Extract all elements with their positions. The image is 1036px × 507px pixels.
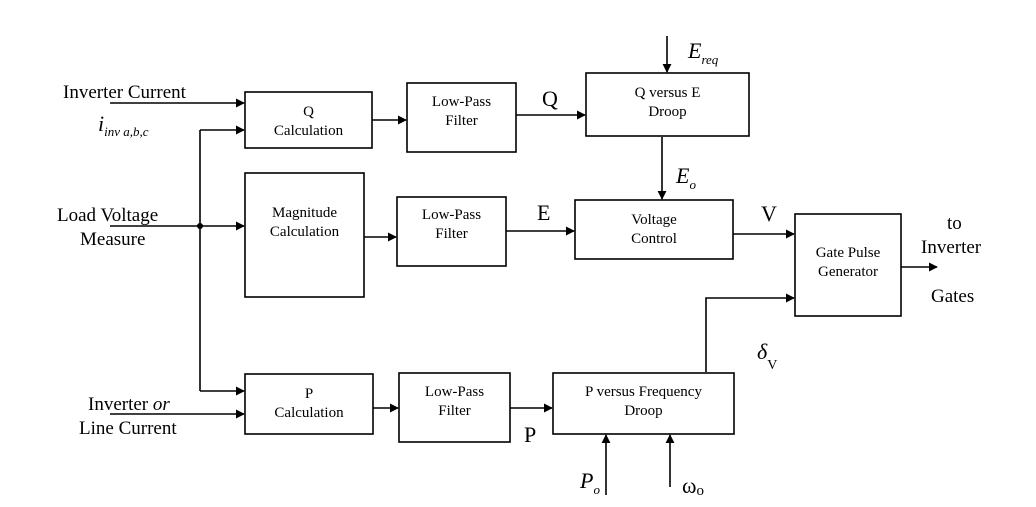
e-o-subscript: o <box>689 177 696 192</box>
inverter-or-line-label-line2: Line Current <box>79 418 177 439</box>
i-inv-label: iinv a,b,c <box>98 111 149 139</box>
e-o-label: Eo <box>675 163 696 192</box>
block-label: Voltage <box>631 212 677 228</box>
block-label: Magnitude <box>272 205 337 221</box>
q-calculation-block: Q Calculation <box>244 91 373 149</box>
delta-subscript: V <box>767 358 777 373</box>
e-req-label: Ereq <box>687 38 719 67</box>
block-label: Q versus E <box>635 85 701 101</box>
block-label: P <box>305 386 313 402</box>
p-o-main: P <box>579 468 593 493</box>
p-o-subscript: o <box>593 482 600 497</box>
inverter-or-line-label-line1: Inverter or <box>88 394 170 415</box>
block-label: Generator <box>818 264 878 280</box>
e-req-main: E <box>687 38 702 63</box>
block-label: Filter <box>445 113 478 129</box>
e-signal-label: E <box>537 200 550 225</box>
q-signal-label: Q <box>542 86 558 111</box>
i-inv-main: i <box>98 111 104 136</box>
block-label: Low-Pass <box>432 94 491 110</box>
signal-wires <box>110 36 938 495</box>
low-pass-filter-p-block: Low-Pass Filter <box>398 372 511 443</box>
v-signal-label: V <box>761 201 777 226</box>
block-label: Droop <box>624 403 662 419</box>
p-o-label: Po <box>579 468 600 497</box>
e-req-subscript: req <box>701 52 718 67</box>
delta-main: δ <box>757 339 768 364</box>
block-label: Droop <box>648 104 686 120</box>
inverter-word: Inverter <box>88 394 153 415</box>
inverter-current-label: Inverter Current <box>63 82 187 103</box>
block-label: Filter <box>435 226 468 242</box>
omega-main: ω <box>682 473 696 498</box>
block-label: Q <box>303 104 314 120</box>
p-signal-label: P <box>524 422 536 447</box>
output-label-to: to <box>947 213 962 234</box>
e-o-main: E <box>675 163 690 188</box>
output-label-inverter: Inverter <box>921 237 982 258</box>
delta-v-label: δV <box>757 339 777 373</box>
block-label: Filter <box>438 403 471 419</box>
block-label: P versus Frequency <box>585 384 702 400</box>
omega-o-label: ωo <box>682 473 704 499</box>
p-calculation-block: P Calculation <box>244 373 374 435</box>
q-versus-e-droop-block: Q versus E Droop <box>585 72 750 137</box>
block-label: Gate Pulse <box>816 245 881 261</box>
or-word: or <box>153 394 171 415</box>
load-voltage-label-line2: Measure <box>80 229 145 250</box>
block-label: Low-Pass <box>422 207 481 223</box>
low-pass-filter-e-block: Low-Pass Filter <box>396 196 507 267</box>
i-inv-subscript: inv a,b,c <box>104 124 149 139</box>
block-label: Calculation <box>274 405 344 421</box>
block-label: Calculation <box>270 224 340 240</box>
output-label-gates: Gates <box>931 286 974 307</box>
magnitude-calculation-block: Magnitude Calculation <box>244 172 365 298</box>
wire-pdroop-to-gate <box>705 293 795 372</box>
block-label: Control <box>631 231 677 247</box>
low-pass-filter-q-block: Low-Pass Filter <box>406 82 517 153</box>
omega-subscript: o <box>696 483 704 499</box>
p-versus-frequency-droop-block: P versus Frequency Droop <box>552 372 735 435</box>
load-voltage-label-line1: Load Voltage <box>57 205 158 226</box>
block-label: Low-Pass <box>425 384 484 400</box>
block-label: Calculation <box>274 123 344 139</box>
voltage-control-block: Voltage Control <box>574 199 734 260</box>
gate-pulse-generator-block: Gate Pulse Generator <box>794 213 902 317</box>
